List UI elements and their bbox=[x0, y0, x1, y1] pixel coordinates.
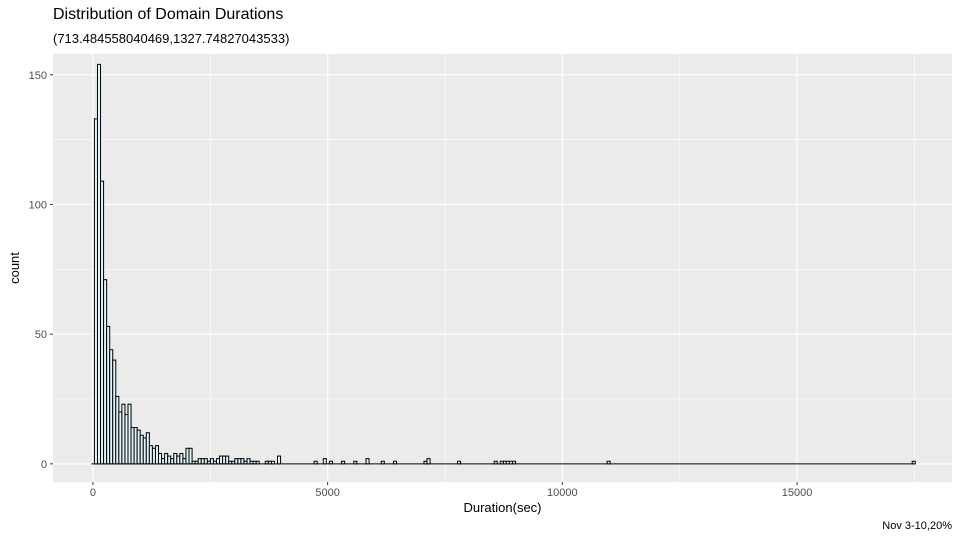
histogram-bar bbox=[328, 460, 333, 465]
histogram-bar bbox=[277, 455, 282, 465]
y-tick-label: 100 bbox=[29, 199, 47, 211]
histogram-bar bbox=[313, 460, 318, 465]
histogram-bar bbox=[188, 447, 193, 465]
plot-panel bbox=[53, 54, 952, 482]
chart-title: Distribution of Domain Durations bbox=[53, 6, 284, 23]
histogram-bar bbox=[270, 460, 275, 465]
histogram-bar bbox=[426, 458, 431, 465]
histogram-bar bbox=[365, 458, 370, 465]
y-tick-label: 0 bbox=[41, 459, 47, 471]
histogram-bar bbox=[380, 460, 385, 465]
histogram-bar bbox=[225, 455, 230, 465]
histogram-bar bbox=[322, 458, 327, 465]
histogram-bar bbox=[911, 460, 916, 465]
histogram-bar bbox=[457, 460, 462, 465]
histogram-bar bbox=[392, 460, 398, 465]
chart-subtitle: (713.484558040469,1327.74827043533) bbox=[53, 31, 290, 46]
histogram-bar bbox=[255, 460, 260, 465]
y-axis: 0 50 100 150 bbox=[29, 70, 53, 471]
histogram-bar bbox=[493, 460, 498, 465]
y-tick-label: 150 bbox=[29, 70, 47, 82]
grid-minor bbox=[53, 54, 952, 482]
y-tick-label: 50 bbox=[35, 329, 47, 341]
x-tick-label: 0 bbox=[90, 487, 96, 499]
histogram-bars bbox=[91, 63, 916, 465]
x-tick-label: 5000 bbox=[315, 487, 339, 499]
x-tick-label: 15000 bbox=[782, 487, 813, 499]
histogram-bar bbox=[606, 460, 611, 465]
x-tick-label: 10000 bbox=[547, 487, 578, 499]
histogram-bar bbox=[511, 460, 517, 465]
x-axis-title: Duration(sec) bbox=[463, 500, 541, 515]
y-axis-title: count bbox=[7, 252, 22, 284]
chart-caption: Nov 3-10,20% bbox=[882, 520, 952, 532]
histogram-bar bbox=[341, 460, 346, 465]
histogram-bar bbox=[353, 460, 358, 465]
x-axis: 0 5000 10000 15000 bbox=[90, 482, 813, 499]
